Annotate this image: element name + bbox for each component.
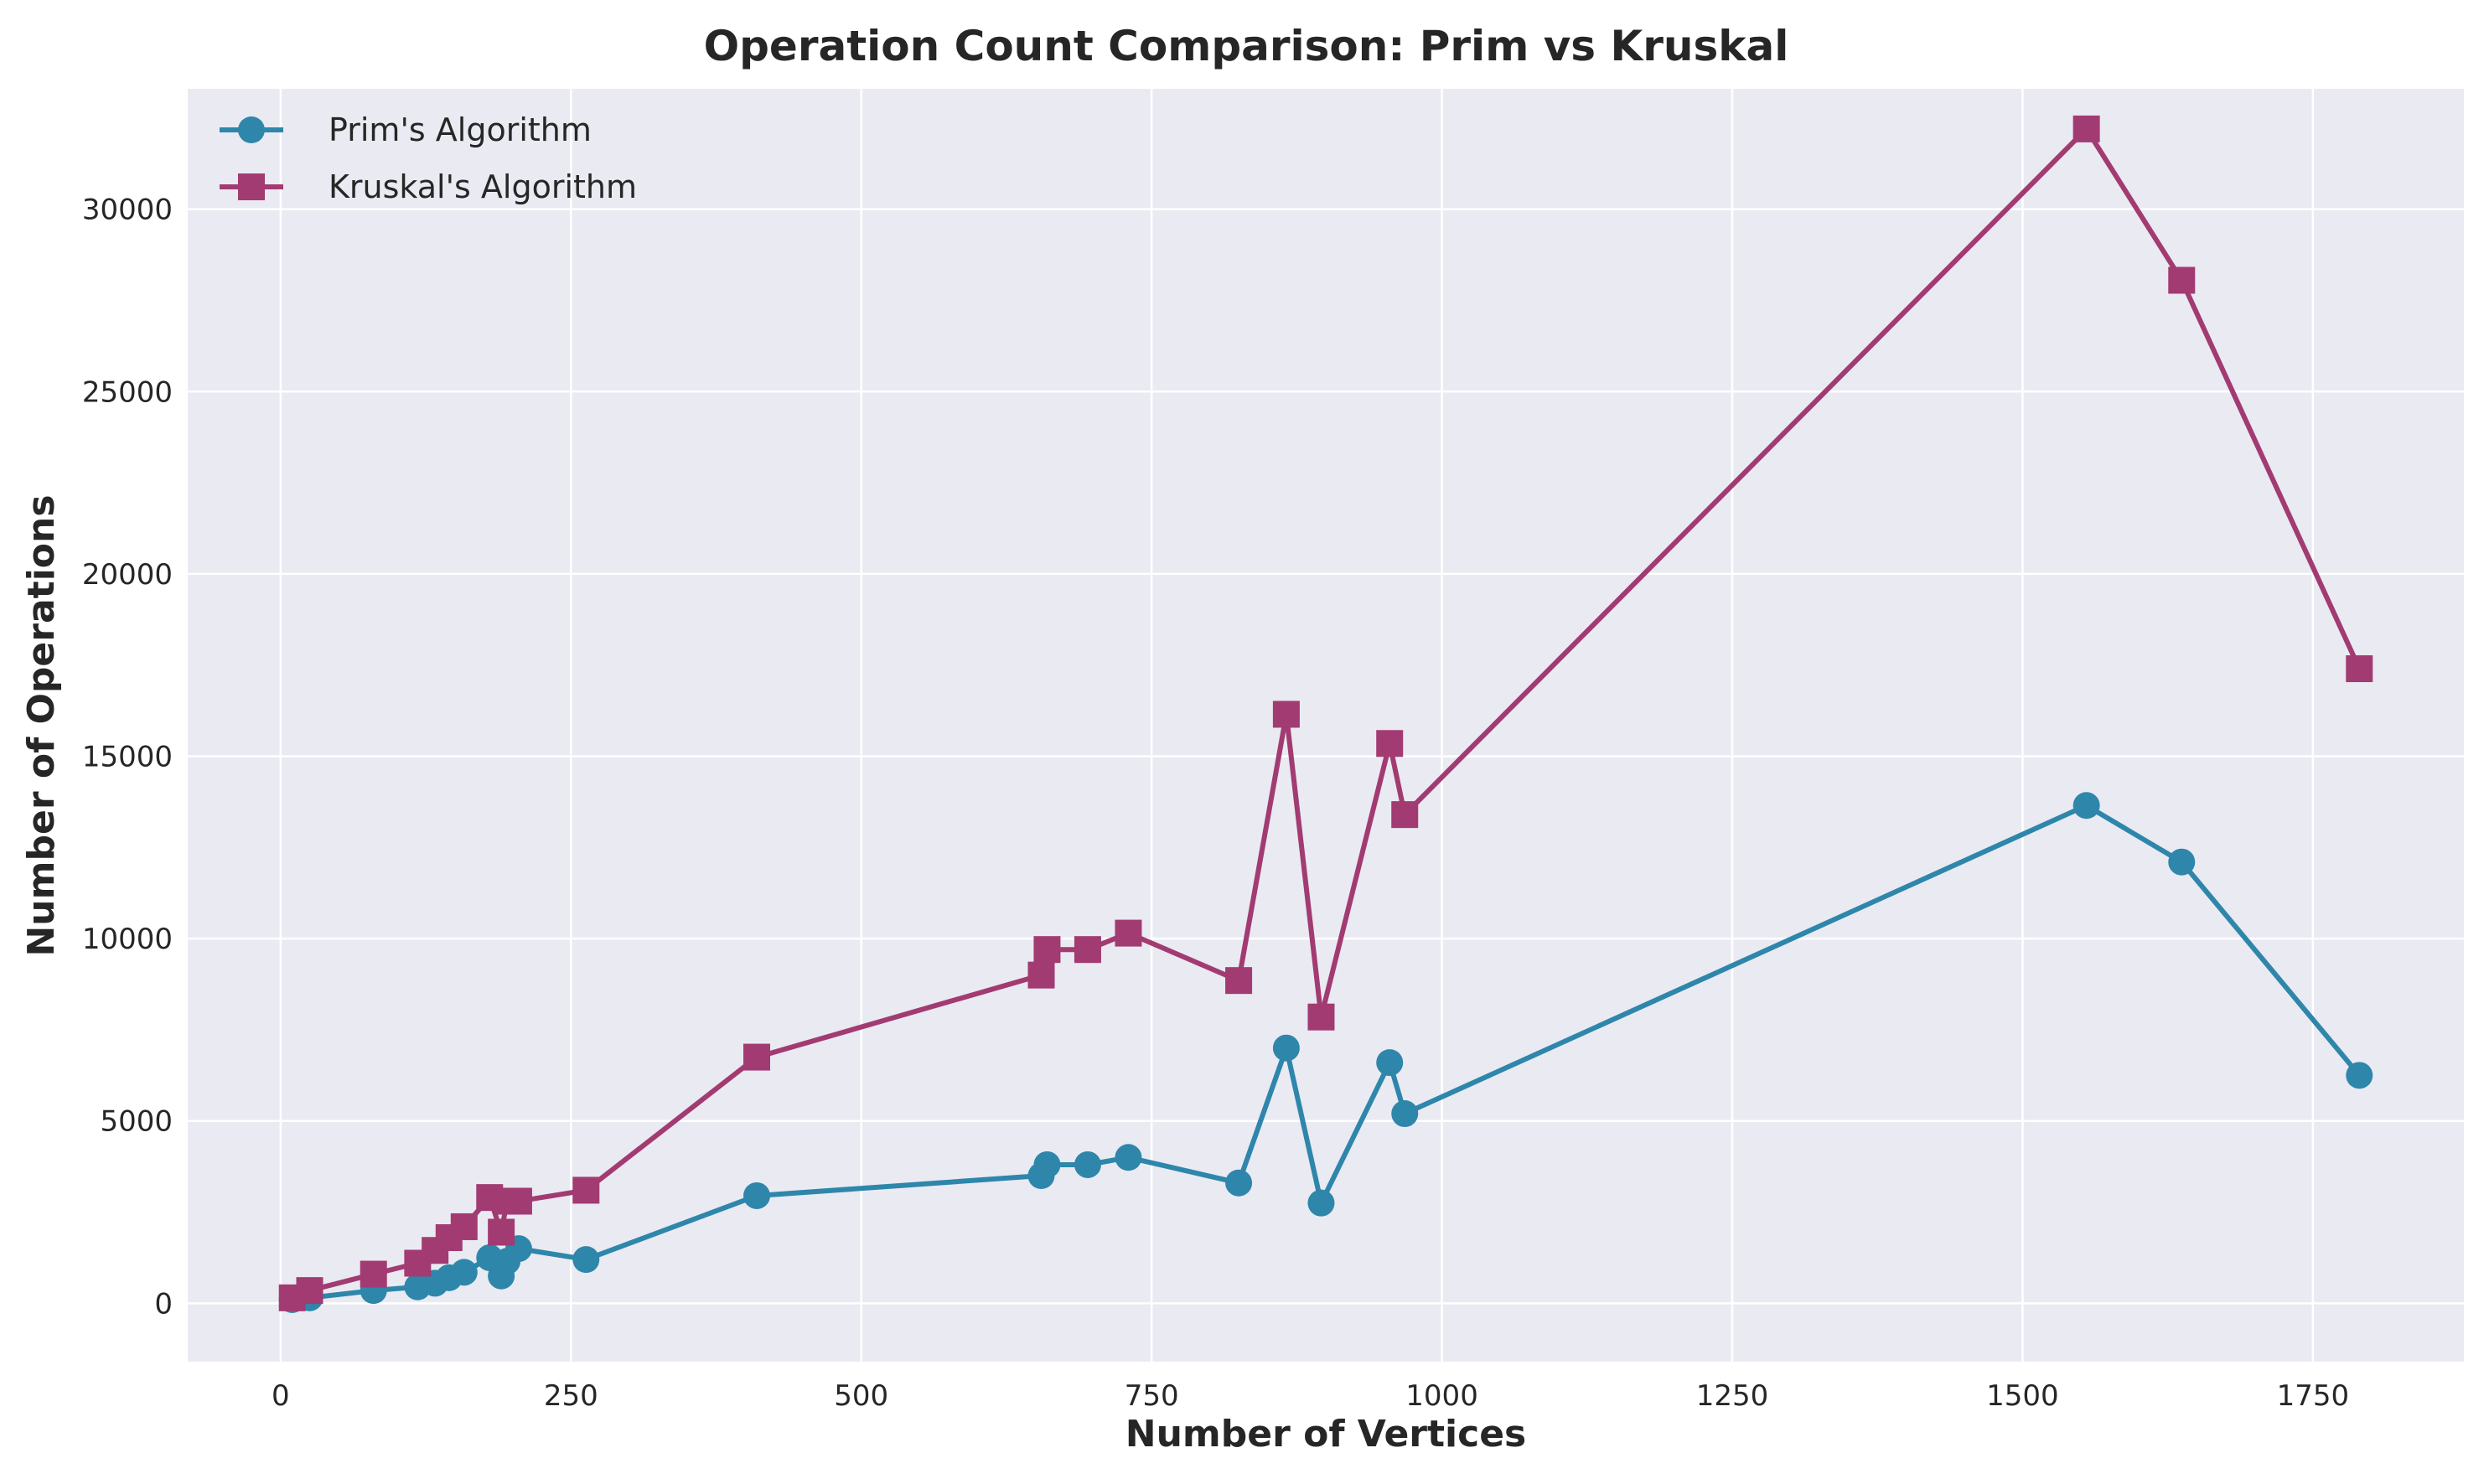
series-layer [278, 115, 2373, 1314]
data-point [1307, 1189, 1335, 1217]
data-point [450, 1259, 478, 1286]
y-tick-label: 20000 [82, 558, 173, 592]
legend-label: Kruskal's Algorithm [329, 168, 637, 205]
data-point [488, 1218, 515, 1246]
data-point [1391, 1100, 1419, 1128]
y-tick-label: 30000 [82, 194, 173, 227]
data-point [450, 1213, 478, 1240]
data-point [2168, 266, 2196, 294]
data-point [1074, 936, 1101, 964]
tick-labels: 0 250 500 750 1000 1250 1500 1750 0 5000 10000 1500… [82, 194, 2349, 1413]
data-point [1376, 730, 1404, 758]
data-point [2072, 792, 2100, 820]
data-point [2168, 848, 2196, 876]
gridlines [188, 89, 2464, 1362]
data-point [505, 1187, 532, 1215]
data-point [1225, 1169, 1253, 1197]
x-tick-label: 1250 [1696, 1379, 1769, 1413]
data-point [1033, 936, 1061, 964]
y-tick-label: 5000 [100, 1105, 173, 1139]
legend-marker [238, 116, 265, 143]
data-point [1033, 1150, 1061, 1178]
legend-item: Prim's Algorithm [220, 111, 592, 148]
y-tick-label: 10000 [82, 923, 173, 956]
data-point [1115, 1144, 1142, 1171]
x-tick-label: 500 [834, 1379, 888, 1413]
data-point [1074, 1150, 1101, 1178]
data-point [1225, 967, 1253, 995]
data-point [360, 1260, 387, 1288]
x-tick-label: 1750 [2277, 1379, 2350, 1413]
data-point [1391, 801, 1419, 829]
data-point [1027, 961, 1055, 989]
data-point [572, 1176, 600, 1204]
x-tick-label: 0 [272, 1379, 290, 1413]
legend-marker [238, 173, 265, 200]
data-point [2072, 115, 2100, 142]
x-axis-title: Number of Vertices [1125, 1413, 1526, 1456]
data-point [1376, 1049, 1404, 1077]
data-point [2346, 1062, 2373, 1089]
chart-title: Operation Count Comparison: Prim vs Krus… [704, 22, 1789, 70]
legend-item: Kruskal's Algorithm [220, 168, 637, 205]
data-point [296, 1277, 323, 1305]
data-point [572, 1246, 600, 1274]
legend: Prim's Algorithm Kruskal's Algorithm [220, 111, 637, 205]
x-tick-label: 1500 [1986, 1379, 2059, 1413]
data-point [2346, 655, 2373, 683]
x-tick-label: 750 [1125, 1379, 1179, 1413]
plot-area [188, 89, 2464, 1362]
legend-label: Prim's Algorithm [329, 111, 592, 148]
data-point [1272, 1034, 1300, 1062]
x-tick-label: 250 [544, 1379, 598, 1413]
data-point [1115, 919, 1142, 947]
y-tick-label: 15000 [82, 740, 173, 773]
y-tick-label: 25000 [82, 375, 173, 409]
data-point [743, 1182, 770, 1209]
y-axis-title: Number of Operations [20, 494, 63, 956]
data-point [1272, 701, 1300, 728]
data-point [743, 1043, 770, 1071]
y-tick-label: 0 [154, 1287, 173, 1321]
data-point [1307, 1003, 1335, 1031]
series-kruskal [278, 115, 2373, 1311]
x-tick-label: 1000 [1405, 1379, 1478, 1413]
